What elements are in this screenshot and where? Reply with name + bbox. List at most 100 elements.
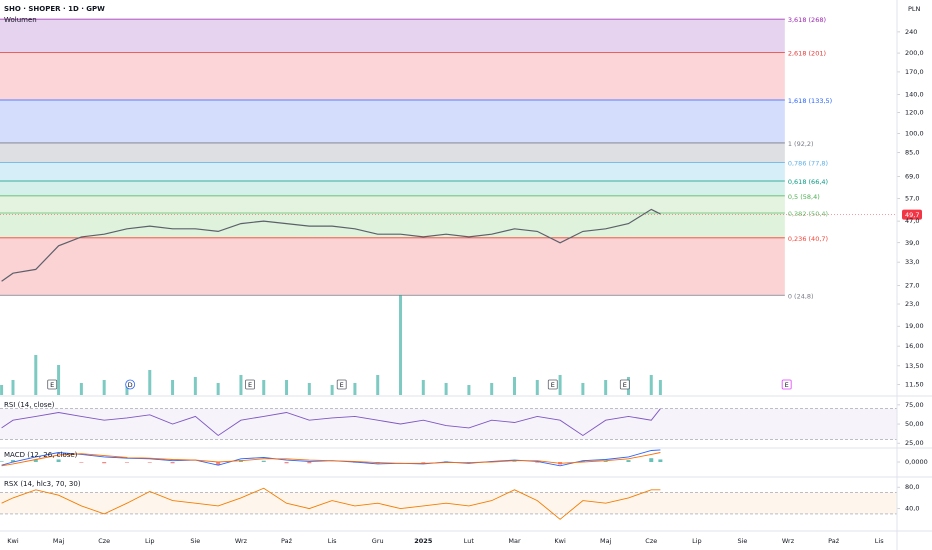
y-tick-label: 40,0 [905, 505, 919, 513]
y-tick-label: 85,0 [905, 148, 919, 156]
x-tick-label: Gru [372, 537, 384, 545]
volume-bar [239, 375, 243, 395]
y-tick-label: 19,00 [905, 322, 924, 330]
volume-bar [444, 383, 448, 395]
y-tick-label: 69,0 [905, 173, 919, 181]
event-label: E [785, 381, 789, 389]
event-label: E [623, 381, 627, 389]
histogram-bar [649, 458, 654, 462]
y-tick-label: 39,0 [905, 239, 919, 247]
volume-bar [125, 385, 129, 395]
volume-bar [658, 380, 662, 395]
event-marker [547, 379, 558, 390]
y-tick-label: 50,00 [905, 420, 924, 428]
x-tick-label: Kwi [554, 537, 566, 545]
event-label: E [551, 381, 555, 389]
histogram-bar [261, 460, 266, 462]
x-tick-label: Maj [53, 537, 65, 545]
y-tick-label: 240 [905, 28, 917, 36]
fib-band [0, 181, 785, 196]
y-tick-label: 140,0 [905, 90, 924, 98]
fib-band [0, 99, 785, 143]
y-tick-label: 75,00 [905, 401, 924, 409]
series-line [1, 487, 661, 520]
y-tick-label: 0,0000 [905, 458, 928, 466]
panel-title: RSI (14, close) [4, 401, 55, 409]
volume-bar [490, 383, 494, 395]
y-tick-label: 11,50 [905, 380, 924, 388]
fib-label: 0,5 (58,4) [788, 193, 820, 201]
y-tick-label: 27,0 [905, 281, 919, 289]
volume-bar [649, 375, 653, 395]
volume-bar [148, 370, 152, 395]
y-tick-label: 80,0 [905, 483, 919, 491]
histogram-bar [307, 462, 312, 464]
fib-band [0, 195, 785, 213]
histogram-bar [421, 462, 426, 463]
last-price-badge [902, 209, 922, 220]
fib-label: 3,618 (268) [788, 16, 826, 24]
panel-title: MACD (12, 26, close) [4, 451, 78, 459]
x-tick-label: Paź [828, 537, 840, 545]
histogram-bar [170, 462, 175, 464]
volume-bar [193, 377, 197, 395]
histogram-bar [147, 462, 152, 463]
y-tick-label: 13,50 [905, 362, 924, 370]
volume-bar [376, 375, 380, 395]
event-label: E [248, 381, 252, 389]
x-tick-label: Kwi [7, 537, 19, 545]
volume-bar [558, 375, 562, 395]
histogram-bar [10, 460, 15, 462]
histogram-bar [33, 459, 38, 462]
volume-bar [285, 380, 289, 395]
fib-label: 0,618 (66,4) [788, 178, 828, 186]
x-tick-label: Lut [464, 537, 475, 545]
panel-title: RSX (14, hlc3, 70, 30) [4, 480, 81, 488]
event-marker [619, 379, 630, 390]
x-tick-label: Wrz [782, 537, 795, 545]
x-tick-label: Maj [600, 537, 612, 545]
histogram-bar [535, 462, 540, 463]
fib-label: 0,236 (40,7) [788, 235, 828, 243]
event-label: E [50, 381, 54, 389]
volume-bar [467, 385, 471, 395]
x-tick-label: Lip [145, 537, 155, 545]
volume-bar [535, 380, 539, 395]
last-price-label: 49,7 [905, 211, 919, 219]
event-marker [47, 379, 58, 390]
volume-bar [399, 295, 403, 395]
fib-band [0, 237, 785, 296]
x-tick-label: Lis [875, 537, 884, 545]
x-tick-label: Mar [508, 537, 521, 545]
x-tick-label: Lis [328, 537, 337, 545]
y-tick-label: 57,0 [905, 195, 919, 203]
volume-bar [307, 383, 311, 395]
x-tick-label: Paź [281, 537, 293, 545]
histogram-bar [658, 459, 663, 462]
x-tick-label: Lip [692, 537, 702, 545]
y-tick-label: 120,0 [905, 108, 924, 116]
event-marker [781, 379, 792, 390]
volume-label: Wolumen [4, 16, 37, 24]
y-tick-label: 25,00 [905, 439, 924, 447]
volume-bar [102, 380, 106, 395]
volume-bar [330, 385, 334, 395]
series-line [1, 208, 661, 282]
fib-label: 0 (24,8) [788, 292, 814, 300]
event-label: D [128, 381, 133, 389]
level-band [0, 408, 897, 440]
x-tick-label: Sie [737, 537, 747, 545]
volume-bar [57, 365, 61, 395]
x-tick-label: Sie [190, 537, 200, 545]
event-label: E [340, 381, 344, 389]
volume-bar [421, 380, 425, 395]
y-tick-label: 170,0 [905, 68, 924, 76]
histogram-bar [626, 460, 631, 462]
histogram-bar [79, 462, 84, 463]
volume-bar [0, 385, 4, 395]
fib-label: 0,786 (77,8) [788, 160, 828, 168]
histogram-bar [216, 462, 221, 466]
histogram-bar [580, 460, 585, 462]
volume-bar [604, 380, 608, 395]
y-tick-label: 100,0 [905, 129, 924, 137]
